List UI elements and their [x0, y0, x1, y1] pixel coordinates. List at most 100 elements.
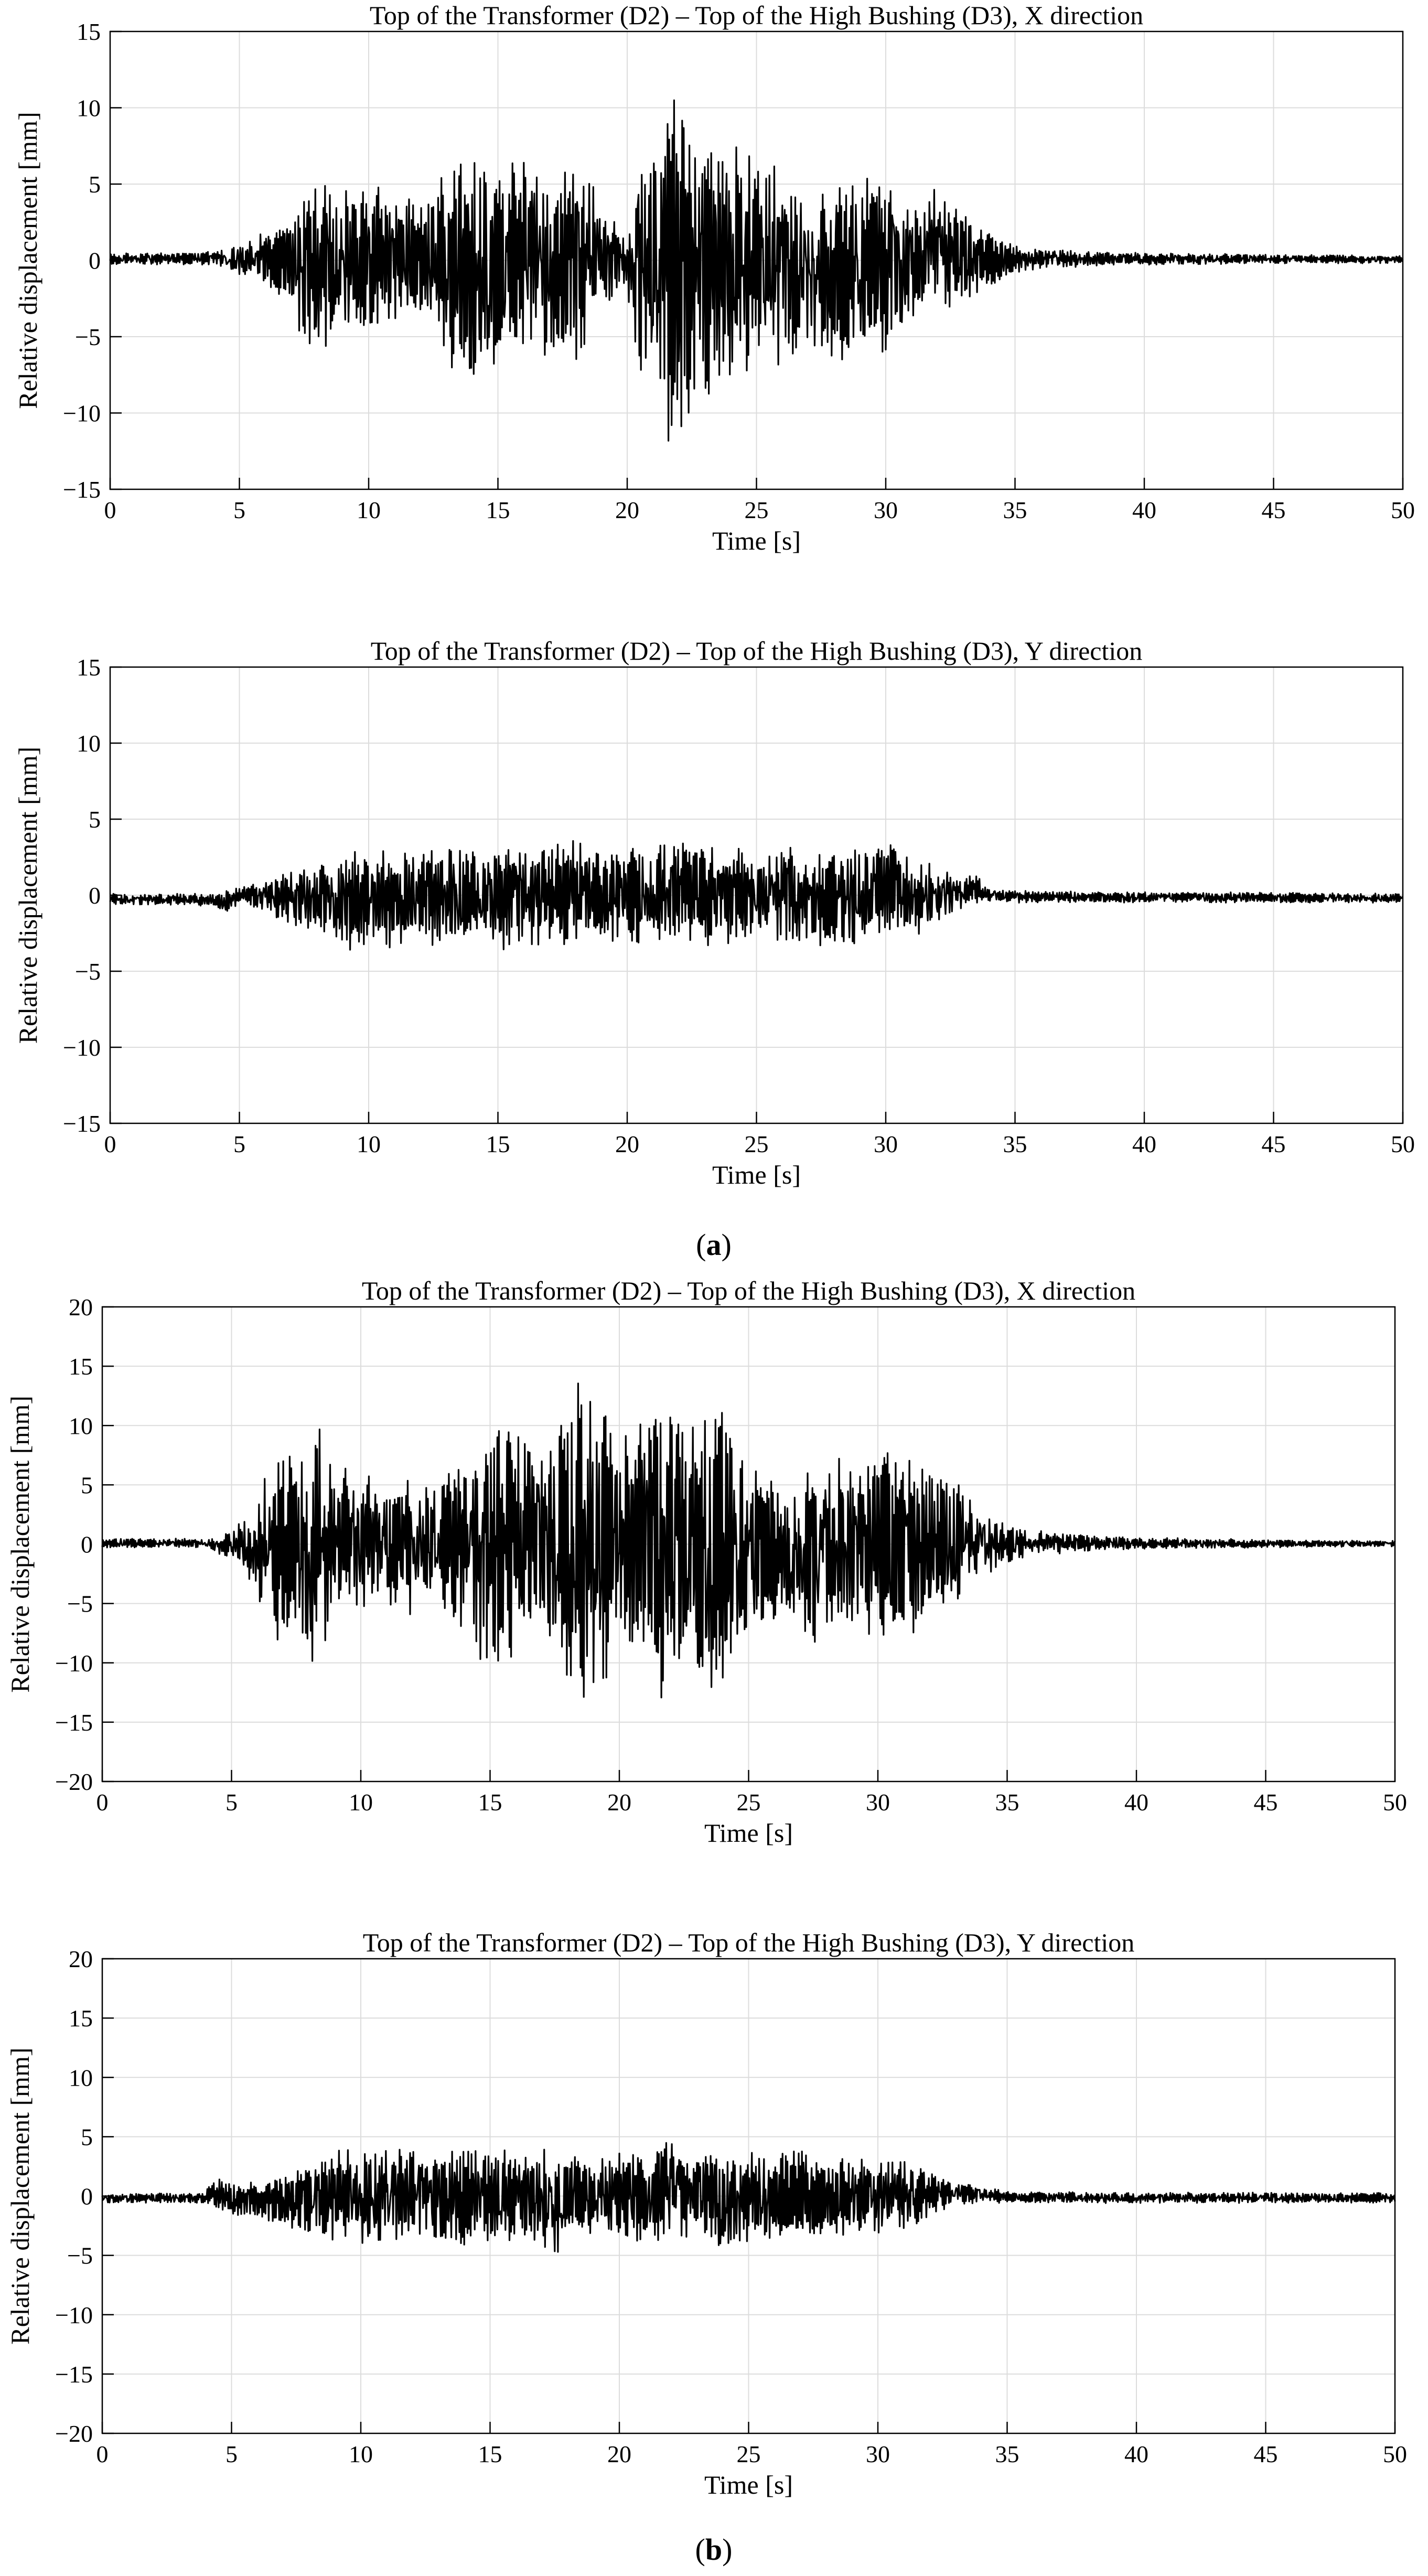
- x-tick-label: 45: [1254, 2441, 1278, 2467]
- x-axis-label: Time [s]: [704, 2470, 793, 2499]
- x-tick-label: 15: [486, 497, 510, 523]
- x-tick-label: 0: [104, 497, 116, 523]
- y-tick-label: −15: [63, 1110, 101, 1137]
- chart-2: 0 5 10 15 20 25 30 35 40 45 50 −15 −10 −5 0 5 10 15 Top of…: [13, 636, 1415, 1189]
- x-axis-label: Time [s]: [712, 1160, 801, 1189]
- y-tick-label: 10: [69, 2064, 93, 2091]
- x-tick-label: 40: [1124, 1789, 1148, 1816]
- panel-label-b: (b): [695, 2532, 733, 2567]
- x-tick-label: 0: [96, 2441, 109, 2467]
- chart-1: 0 5 10 15 20 25 30 35 40 45 50 −15 −10 −5 0 5 10 15 Top of…: [13, 1, 1415, 555]
- x-tick-label: 15: [486, 1131, 510, 1157]
- panel-letter-a: a: [706, 1228, 722, 1262]
- y-tick-label: 5: [81, 1472, 93, 1498]
- x-tick-label: 50: [1391, 497, 1415, 523]
- panel-letter-b: b: [705, 2532, 723, 2567]
- x-tick-label: 20: [607, 1789, 631, 1816]
- y-axis-label: Relative displacement [mm]: [5, 2047, 35, 2344]
- x-tick-label: 5: [226, 1789, 238, 1816]
- y-tick-label: −10: [63, 1034, 101, 1061]
- x-tick-label: 35: [995, 1789, 1019, 1816]
- x-axis-label: Time [s]: [704, 1818, 793, 1848]
- x-tick-label: 5: [226, 2441, 238, 2467]
- chart-4: 0 5 10 15 20 25 30 35 40 45 50 −20 −15 −10 −5 0 5 10 15 20 T…: [5, 1928, 1407, 2499]
- x-tick-label: 5: [233, 1131, 245, 1157]
- y-tick-label: 10: [69, 1412, 93, 1439]
- data-series-line: [101, 2142, 1396, 2253]
- y-tick-label: −20: [55, 2420, 93, 2447]
- y-tick-label: 20: [69, 1946, 93, 1972]
- y-tick-label: −5: [75, 958, 101, 985]
- x-tick-label: 10: [349, 1789, 373, 1816]
- y-tick-label: 0: [89, 248, 101, 274]
- y-tick-label: 10: [77, 730, 101, 757]
- data-series-line: [109, 99, 1404, 442]
- y-tick-label: 5: [89, 171, 101, 198]
- y-tick-label: −10: [55, 2302, 93, 2328]
- x-tick-label: 10: [357, 497, 381, 523]
- x-tick-label: 30: [866, 2441, 890, 2467]
- x-tick-label: 20: [615, 497, 639, 523]
- chart-title: Top of the Transformer (D2) – Top of the…: [363, 1928, 1135, 1957]
- y-tick-label: 0: [81, 1531, 93, 1558]
- y-axis-label: Relative displacement [mm]: [5, 1396, 35, 1692]
- y-tick-label: 15: [69, 2005, 93, 2032]
- y-tick-label: −5: [67, 2242, 93, 2269]
- x-tick-label: 35: [1003, 1131, 1027, 1157]
- panel-label-a: (a): [696, 1228, 732, 1262]
- y-tick-label: −15: [55, 1709, 93, 1736]
- y-tick-label: 5: [81, 2123, 93, 2150]
- y-tick-label: 15: [77, 18, 101, 45]
- x-tick-label: 5: [233, 497, 245, 523]
- y-tick-label: 15: [77, 654, 101, 681]
- chart-3: 0 5 10 15 20 25 30 35 40 45 50 −20 −15 −10 −5 0 5 10 15 20 T…: [5, 1276, 1407, 1848]
- data-series-line: [101, 1382, 1396, 1699]
- y-tick-label: 20: [69, 1294, 93, 1321]
- x-tick-label: 30: [874, 497, 898, 523]
- y-tick-label: 10: [77, 95, 101, 122]
- x-tick-label: 20: [607, 2441, 631, 2467]
- y-tick-label: −15: [63, 476, 101, 503]
- x-tick-label: 25: [737, 2441, 761, 2467]
- x-tick-label: 40: [1124, 2441, 1148, 2467]
- x-tick-label: 0: [96, 1789, 109, 1816]
- y-tick-label: −10: [55, 1650, 93, 1677]
- x-tick-label: 15: [478, 1789, 502, 1816]
- x-tick-label: 45: [1262, 1131, 1286, 1157]
- x-tick-label: 50: [1383, 2441, 1407, 2467]
- x-tick-label: 10: [349, 2441, 373, 2467]
- y-tick-label: 0: [81, 2183, 93, 2210]
- y-tick-label: −10: [63, 400, 101, 427]
- x-tick-label: 25: [745, 497, 769, 523]
- y-tick-label: −20: [55, 1768, 93, 1795]
- x-tick-label: 45: [1262, 497, 1286, 523]
- chart-title: Top of the Transformer (D2) – Top of the…: [371, 636, 1143, 666]
- x-tick-label: 50: [1391, 1131, 1415, 1157]
- y-tick-label: 15: [69, 1353, 93, 1380]
- x-tick-label: 25: [745, 1131, 769, 1157]
- x-tick-label: 40: [1132, 497, 1156, 523]
- y-axis-label: Relative displacement [mm]: [13, 112, 42, 409]
- x-tick-label: 20: [615, 1131, 639, 1157]
- y-tick-label: −5: [67, 1591, 93, 1617]
- chart-title: Top of the Transformer (D2) – Top of the…: [370, 1, 1143, 30]
- y-tick-label: 0: [89, 882, 101, 909]
- x-tick-label: 35: [995, 2441, 1019, 2467]
- x-tick-label: 30: [874, 1131, 898, 1157]
- y-tick-label: 5: [89, 806, 101, 833]
- y-tick-label: −5: [75, 324, 101, 350]
- x-axis-label: Time [s]: [712, 526, 801, 555]
- x-tick-label: 35: [1003, 497, 1027, 523]
- chart-title: Top of the Transformer (D2) – Top of the…: [362, 1276, 1135, 1305]
- x-tick-label: 40: [1132, 1131, 1156, 1157]
- x-tick-label: 0: [104, 1131, 116, 1157]
- x-tick-label: 15: [478, 2441, 502, 2467]
- x-tick-label: 25: [737, 1789, 761, 1816]
- data-series-line: [109, 840, 1404, 951]
- y-axis-label: Relative displacement [mm]: [13, 747, 42, 1044]
- x-tick-label: 50: [1383, 1789, 1407, 1816]
- x-tick-label: 30: [866, 1789, 890, 1816]
- y-tick-label: −15: [55, 2361, 93, 2388]
- x-tick-label: 45: [1254, 1789, 1278, 1816]
